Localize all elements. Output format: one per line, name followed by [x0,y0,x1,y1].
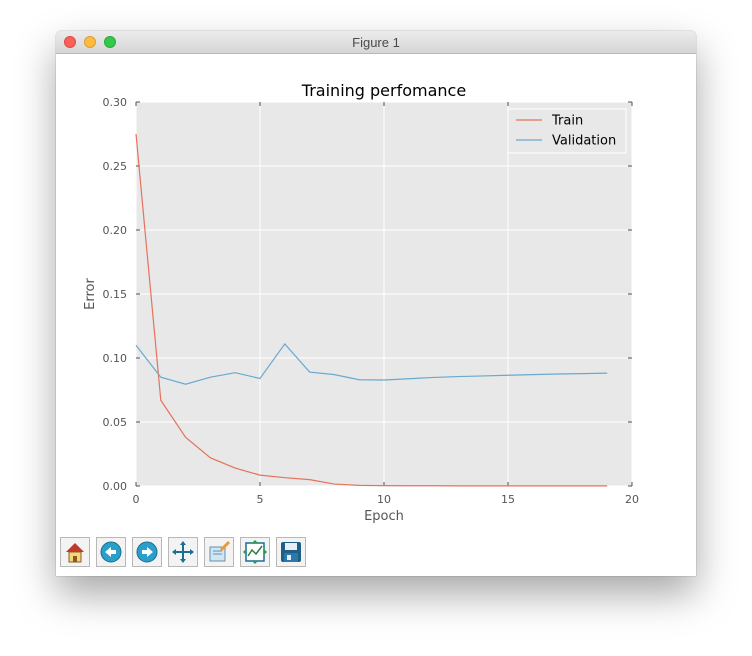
figure-window: Figure 1 0 5 10 15 20 0.00 0.05 0.10 0.15 0.20 0.2… [56,31,696,576]
y-tick-label-1: 0.05 [103,416,128,429]
y-tick-label-4: 0.20 [103,224,128,237]
series-line-validation [135,342,608,385]
x-axis-label: Epoch [364,509,404,524]
save-button[interactable] [276,537,306,567]
minimize-button[interactable] [84,36,96,48]
ticks: 0 5 10 15 20 0.00 0.05 0.10 0.15 0.20 0.25 0.30 [103,96,640,506]
subplots-icon [243,540,267,564]
home-button[interactable] [60,537,90,567]
chart: 0 5 10 15 20 0.00 0.05 0.10 0.15 0.20 0.25 0.30 Tra… [83,81,640,524]
x-tick-label-3: 15 [501,493,515,506]
y-tick-label-5: 0.25 [103,160,128,173]
y-tick-label-6: 0.30 [103,96,128,109]
maximize-button[interactable] [104,36,116,48]
save-icon [281,542,301,562]
home-icon [66,543,84,563]
y-tick-label-2: 0.10 [103,352,128,365]
zoom-icon [209,540,231,562]
legend-label-train: Train [551,114,583,129]
close-button[interactable] [64,36,76,48]
pan-button[interactable] [168,537,198,567]
series-lines [135,133,608,487]
y-tick-label-3: 0.15 [103,288,128,301]
subplots-button[interactable] [240,537,270,567]
title-bar[interactable]: Figure 1 [56,31,696,54]
zoom-button[interactable] [204,537,234,567]
back-arrow-icon [100,541,122,563]
legend-box [507,108,627,154]
y-axis-label: Error [83,278,98,310]
x-tick-label-2: 10 [377,493,391,506]
x-tick-label-0: 0 [133,493,140,506]
forward-arrow-icon [136,541,158,563]
back-button[interactable] [96,537,126,567]
pan-icon [172,541,194,563]
series-line-train [135,133,608,487]
forward-button[interactable] [132,537,162,567]
x-tick-label-4: 20 [625,493,639,506]
y-tick-label-0: 0.00 [103,480,128,493]
window-title: Figure 1 [352,35,400,50]
x-tick-label-1: 5 [257,493,264,506]
legend-label-validation: Validation [552,134,616,149]
legend: Train Validation [507,108,627,154]
chart-title: Training perfomance [301,81,466,100]
